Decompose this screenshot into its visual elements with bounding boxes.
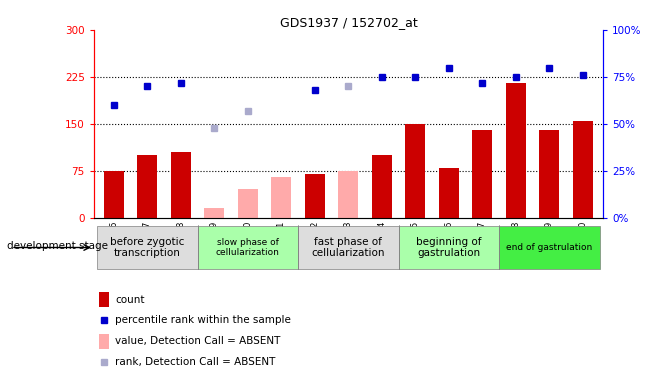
Text: development stage: development stage <box>7 241 108 250</box>
Text: fast phase of
cellularization: fast phase of cellularization <box>312 237 385 258</box>
Bar <box>472 130 492 218</box>
Bar <box>539 130 559 218</box>
Bar <box>104 171 124 217</box>
Bar <box>171 152 191 217</box>
Text: value, Detection Call = ABSENT: value, Detection Call = ABSENT <box>115 336 281 346</box>
Text: count: count <box>115 295 145 305</box>
Bar <box>338 171 358 217</box>
Text: percentile rank within the sample: percentile rank within the sample <box>115 315 291 326</box>
Bar <box>204 208 224 218</box>
Bar <box>137 155 157 218</box>
Bar <box>97 226 198 269</box>
Bar <box>99 334 109 348</box>
Text: before zygotic
transcription: before zygotic transcription <box>110 237 185 258</box>
Bar <box>271 177 291 218</box>
Bar <box>573 121 593 218</box>
Bar <box>99 292 109 307</box>
Text: rank, Detection Call = ABSENT: rank, Detection Call = ABSENT <box>115 357 275 367</box>
Text: beginning of
gastrulation: beginning of gastrulation <box>416 237 482 258</box>
Bar <box>198 226 298 269</box>
Bar <box>499 226 600 269</box>
Bar <box>506 83 526 218</box>
Bar <box>298 226 399 269</box>
Bar <box>372 155 392 218</box>
Bar <box>399 226 499 269</box>
Bar <box>405 124 425 218</box>
Text: slow phase of
cellularization: slow phase of cellularization <box>216 238 280 257</box>
Text: end of gastrulation: end of gastrulation <box>507 243 592 252</box>
Bar <box>305 174 325 217</box>
Bar <box>439 168 459 217</box>
Bar <box>238 189 258 217</box>
Title: GDS1937 / 152702_at: GDS1937 / 152702_at <box>279 16 417 29</box>
